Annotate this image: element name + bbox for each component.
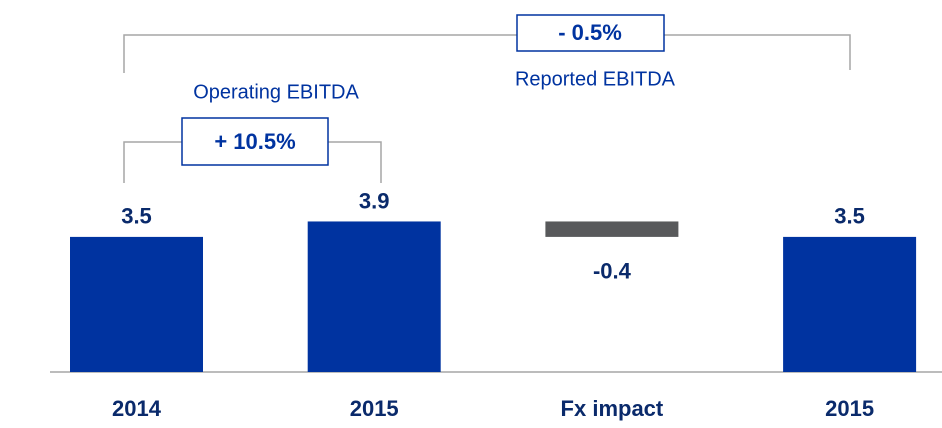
bracket-label: Reported EBITDA xyxy=(515,68,676,90)
value-label: 3.5 xyxy=(834,204,865,229)
change-box xyxy=(516,14,665,52)
reported-bracket: - 0.5% Reported EBITDA xyxy=(123,14,851,90)
category-label: 2015 xyxy=(825,396,874,421)
category-label: 2014 xyxy=(112,396,162,421)
value-label: 3.9 xyxy=(359,188,390,213)
bracket-line xyxy=(123,141,182,183)
change-label: + 10.5% xyxy=(214,129,295,154)
bar xyxy=(70,236,203,372)
bar xyxy=(545,221,679,237)
category-label: Fx impact xyxy=(561,396,664,421)
change-box xyxy=(181,117,329,166)
bracket-line xyxy=(123,34,517,73)
change-label: - 0.5% xyxy=(558,20,622,45)
value-label: 3.5 xyxy=(121,204,152,229)
bracket-line xyxy=(664,34,851,70)
bar xyxy=(783,236,917,372)
bar xyxy=(307,221,441,372)
category-label: 2015 xyxy=(350,396,399,421)
bracket-line xyxy=(328,141,382,183)
bracket-label: Operating EBITDA xyxy=(193,81,359,103)
value-label: -0.4 xyxy=(593,259,632,284)
operating-bracket: + 10.5% Operating EBITDA xyxy=(123,81,382,183)
